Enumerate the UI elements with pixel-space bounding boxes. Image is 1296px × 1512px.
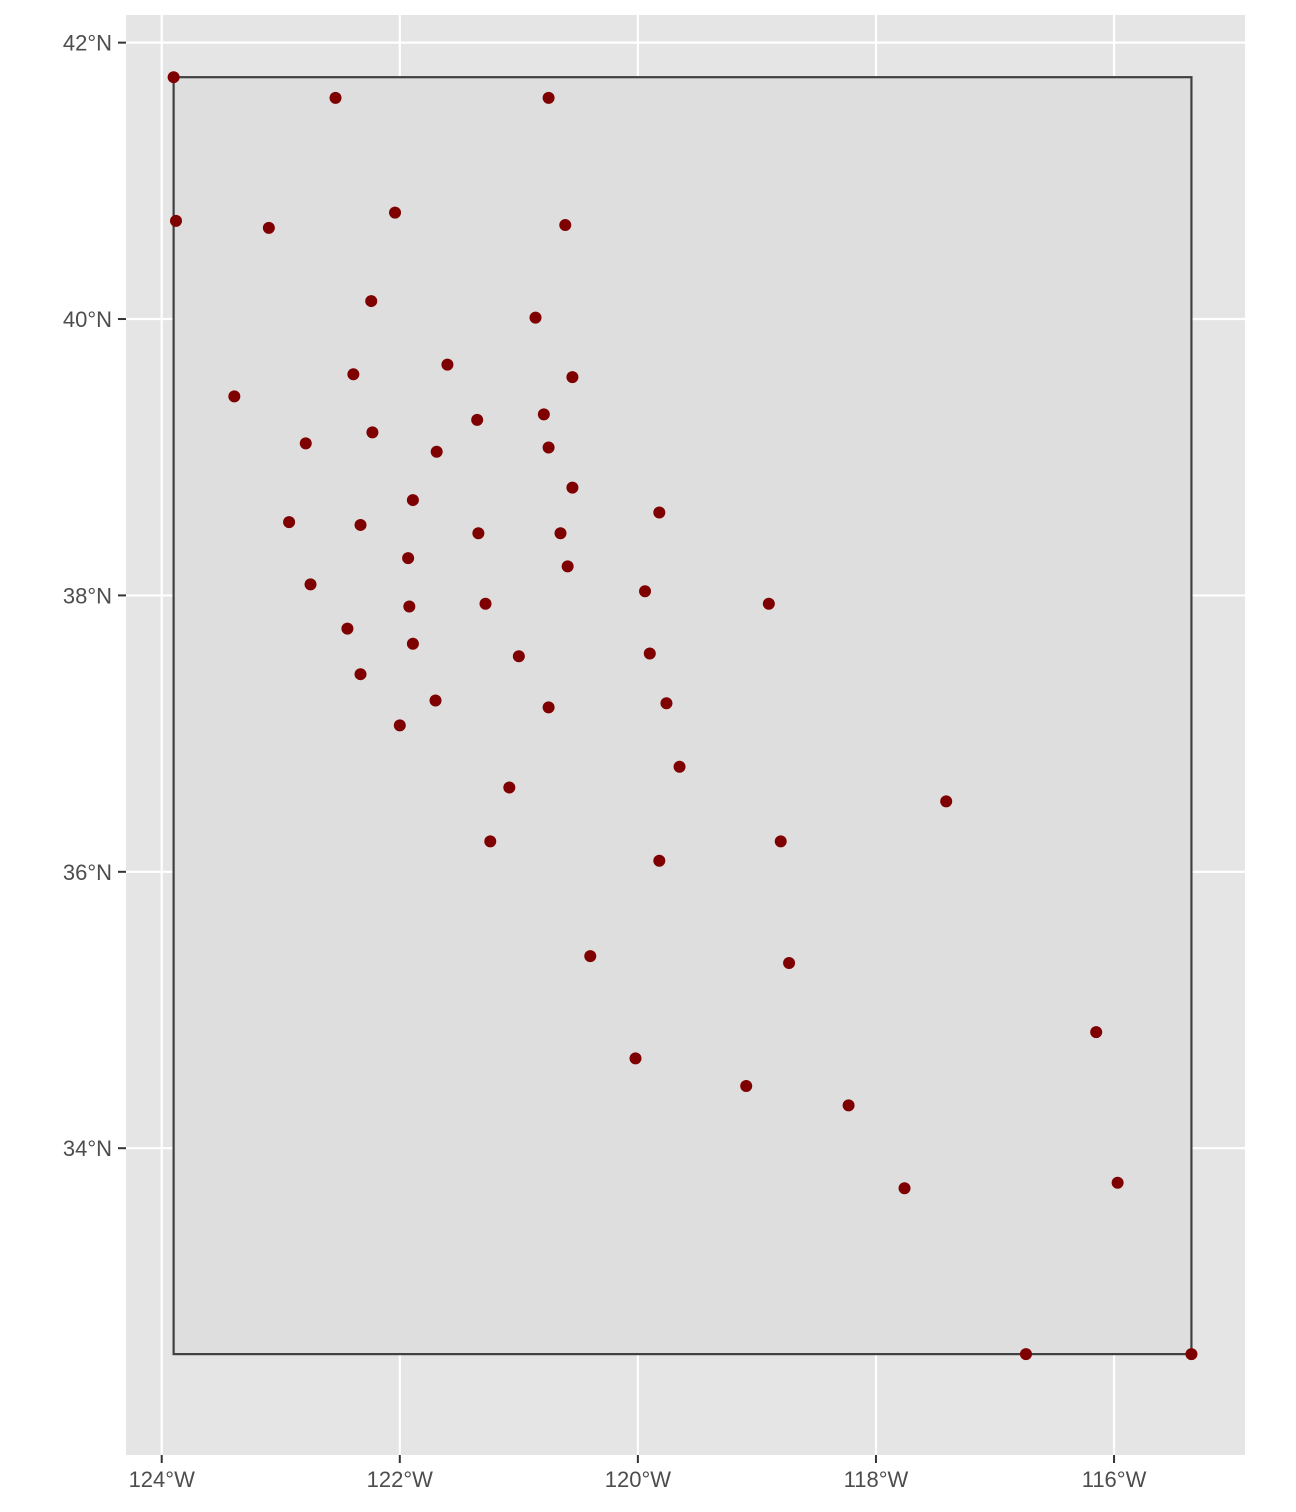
data-point-2 (543, 92, 555, 104)
data-point-47 (653, 855, 665, 867)
data-point-44 (940, 795, 952, 807)
data-point-18 (543, 442, 555, 454)
data-point-55 (1112, 1177, 1124, 1189)
data-point-53 (843, 1099, 855, 1111)
data-point-36 (644, 647, 656, 659)
data-point-51 (630, 1052, 642, 1064)
data-point-37 (355, 668, 367, 680)
data-point-42 (674, 761, 686, 773)
data-point-6 (559, 219, 571, 231)
data-point-28 (305, 578, 317, 590)
data-point-46 (775, 835, 787, 847)
data-point-49 (783, 957, 795, 969)
data-point-16 (538, 408, 550, 420)
x-tick-label-3: 118°W (844, 1467, 909, 1492)
data-point-8 (530, 312, 542, 324)
data-point-1 (330, 92, 342, 104)
data-point-11 (441, 359, 453, 371)
data-point-56 (1020, 1348, 1032, 1360)
data-point-57 (1185, 1348, 1197, 1360)
data-point-43 (503, 782, 515, 794)
data-point-17 (431, 446, 443, 458)
data-point-7 (365, 295, 377, 307)
data-point-22 (283, 516, 295, 528)
data-point-19 (407, 494, 419, 506)
data-point-23 (355, 519, 367, 531)
data-point-50 (1090, 1026, 1102, 1038)
y-tick-label-2: 38°N (63, 583, 112, 608)
data-point-52 (740, 1080, 752, 1092)
data-point-10 (347, 368, 359, 380)
data-point-21 (653, 507, 665, 519)
data-point-39 (543, 701, 555, 713)
data-point-32 (763, 598, 775, 610)
data-point-45 (484, 835, 496, 847)
data-point-12 (566, 371, 578, 383)
data-point-25 (555, 527, 567, 539)
y-tick-label-3: 40°N (63, 307, 112, 332)
data-point-34 (407, 638, 419, 650)
data-point-9 (228, 390, 240, 402)
data-point-13 (300, 437, 312, 449)
x-tick-label-1: 122°W (367, 1467, 434, 1492)
data-point-26 (402, 552, 414, 564)
data-point-14 (366, 426, 378, 438)
data-point-48 (584, 950, 596, 962)
data-point-20 (566, 482, 578, 494)
bounding-box-rectangle (174, 77, 1192, 1354)
x-tick-label-2: 120°W (605, 1467, 672, 1492)
data-point-30 (403, 600, 415, 612)
data-point-33 (341, 623, 353, 635)
data-point-24 (472, 527, 484, 539)
data-point-15 (471, 414, 483, 426)
data-point-38 (430, 694, 442, 706)
x-tick-label-4: 116°W (1082, 1467, 1147, 1492)
data-point-29 (639, 585, 651, 597)
data-point-0 (168, 71, 180, 83)
data-point-31 (480, 598, 492, 610)
data-point-35 (513, 650, 525, 662)
data-point-40 (660, 697, 672, 709)
data-point-4 (263, 222, 275, 234)
x-tick-label-0: 124°W (129, 1467, 196, 1492)
y-tick-label-4: 42°N (63, 31, 112, 56)
y-tick-label-0: 34°N (63, 1136, 112, 1161)
data-point-27 (562, 560, 574, 572)
data-point-54 (899, 1182, 911, 1194)
data-point-5 (389, 207, 401, 219)
data-point-41 (394, 719, 406, 731)
data-point-3 (170, 215, 182, 227)
y-tick-label-1: 36°N (63, 860, 112, 885)
